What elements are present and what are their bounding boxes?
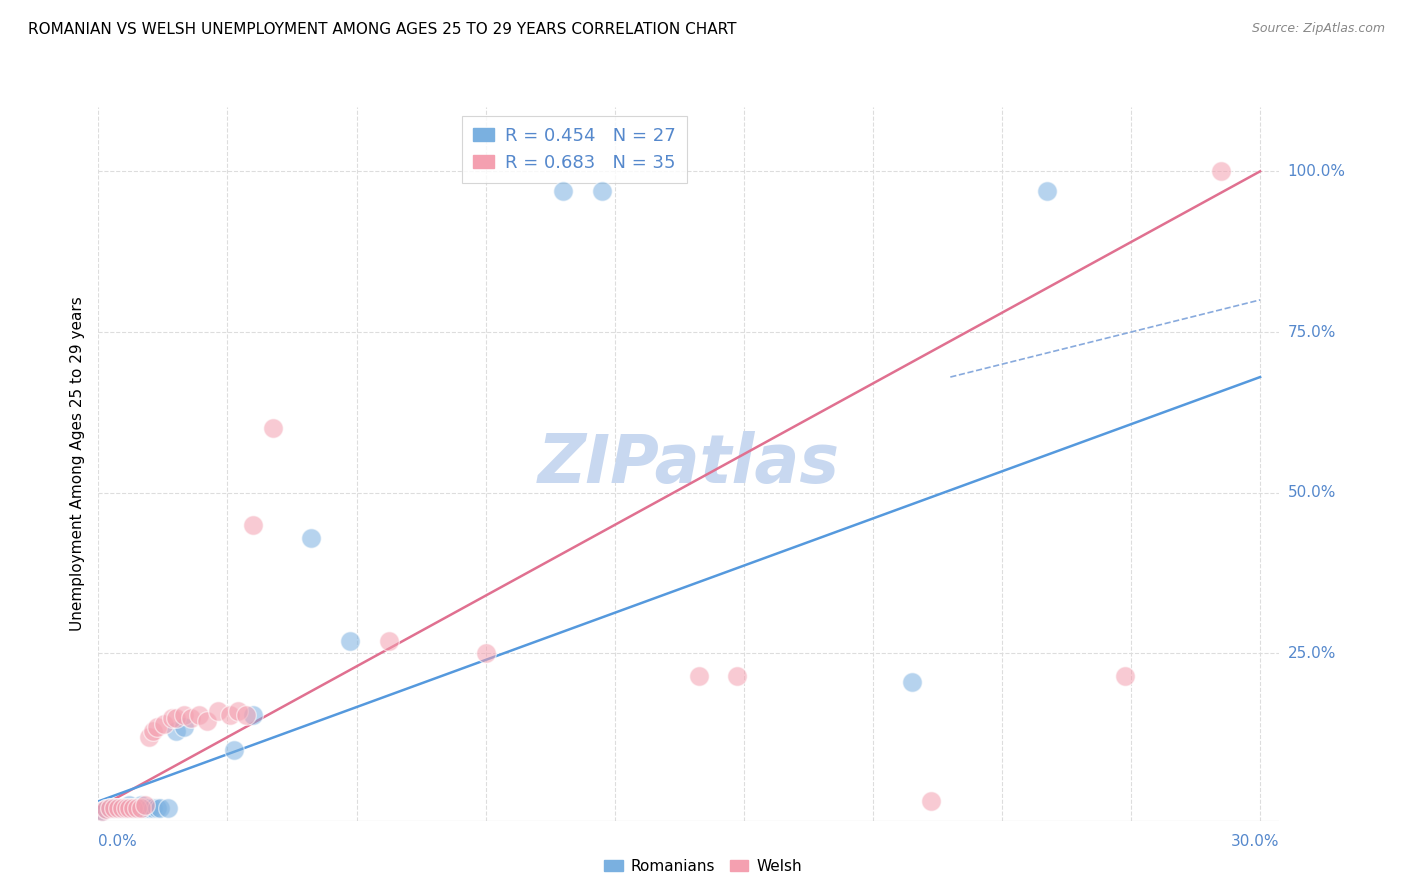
Legend: R = 0.454   N = 27, R = 0.683   N = 35: R = 0.454 N = 27, R = 0.683 N = 35 (461, 116, 686, 183)
Text: 75.0%: 75.0% (1288, 325, 1336, 340)
Point (91, 804, 114, 818)
Point (134, 801, 156, 815)
Point (235, 707, 257, 722)
Point (122, 801, 145, 815)
Y-axis label: Unemployment Among Ages 25 to 29 years: Unemployment Among Ages 25 to 29 years (69, 296, 84, 632)
Point (1114, 669, 1136, 683)
Point (242, 707, 264, 722)
Point (138, 730, 160, 744)
Text: 50.0%: 50.0% (1288, 485, 1336, 500)
Point (920, 794, 942, 808)
Point (242, 517, 264, 532)
Point (591, 184, 613, 198)
Text: 0.0%: 0.0% (98, 834, 138, 848)
Point (118, 801, 141, 815)
Point (111, 801, 134, 815)
Text: ROMANIAN VS WELSH UNEMPLOYMENT AMONG AGES 25 TO 29 YEARS CORRELATION CHART: ROMANIAN VS WELSH UNEMPLOYMENT AMONG AGE… (28, 22, 737, 37)
Text: Source: ZipAtlas.com: Source: ZipAtlas.com (1251, 22, 1385, 36)
Point (107, 801, 129, 815)
Point (688, 669, 710, 683)
Point (173, 720, 195, 734)
Point (129, 801, 152, 815)
Point (160, 711, 183, 725)
Point (299, 531, 322, 545)
Point (114, 801, 136, 815)
Point (222, 743, 245, 757)
Point (134, 797, 156, 812)
Point (725, 669, 748, 683)
Text: 100.0%: 100.0% (1288, 164, 1346, 178)
Point (165, 711, 187, 725)
Point (127, 801, 149, 815)
Point (207, 704, 229, 718)
Point (226, 704, 249, 718)
Point (142, 801, 165, 815)
Point (474, 647, 496, 661)
Point (91, 804, 114, 818)
Point (262, 421, 284, 435)
Point (127, 801, 149, 815)
Point (114, 801, 136, 815)
Point (107, 801, 129, 815)
Point (138, 801, 160, 815)
Point (180, 711, 202, 725)
Point (219, 707, 242, 722)
Point (339, 633, 361, 648)
Legend: Romanians, Welsh: Romanians, Welsh (598, 853, 808, 880)
Point (96, 802, 118, 816)
Point (1211, 164, 1233, 178)
Point (145, 801, 167, 815)
Point (378, 633, 401, 648)
Point (142, 723, 165, 738)
Point (173, 707, 195, 722)
Text: ZIPatlas: ZIPatlas (538, 431, 839, 497)
Point (118, 797, 141, 812)
Point (157, 801, 180, 815)
Point (111, 801, 134, 815)
Point (195, 714, 218, 728)
Point (900, 675, 922, 690)
Point (103, 801, 125, 815)
Point (188, 707, 211, 722)
Text: 30.0%: 30.0% (1232, 834, 1279, 848)
Point (98, 801, 121, 815)
Point (1036, 184, 1059, 198)
Point (165, 723, 187, 738)
Point (98, 801, 121, 815)
Point (103, 801, 125, 815)
Point (149, 801, 172, 815)
Point (551, 184, 574, 198)
Text: 25.0%: 25.0% (1288, 646, 1336, 661)
Point (129, 797, 152, 812)
Point (145, 720, 167, 734)
Point (122, 801, 145, 815)
Point (96, 802, 118, 816)
Point (153, 717, 176, 731)
